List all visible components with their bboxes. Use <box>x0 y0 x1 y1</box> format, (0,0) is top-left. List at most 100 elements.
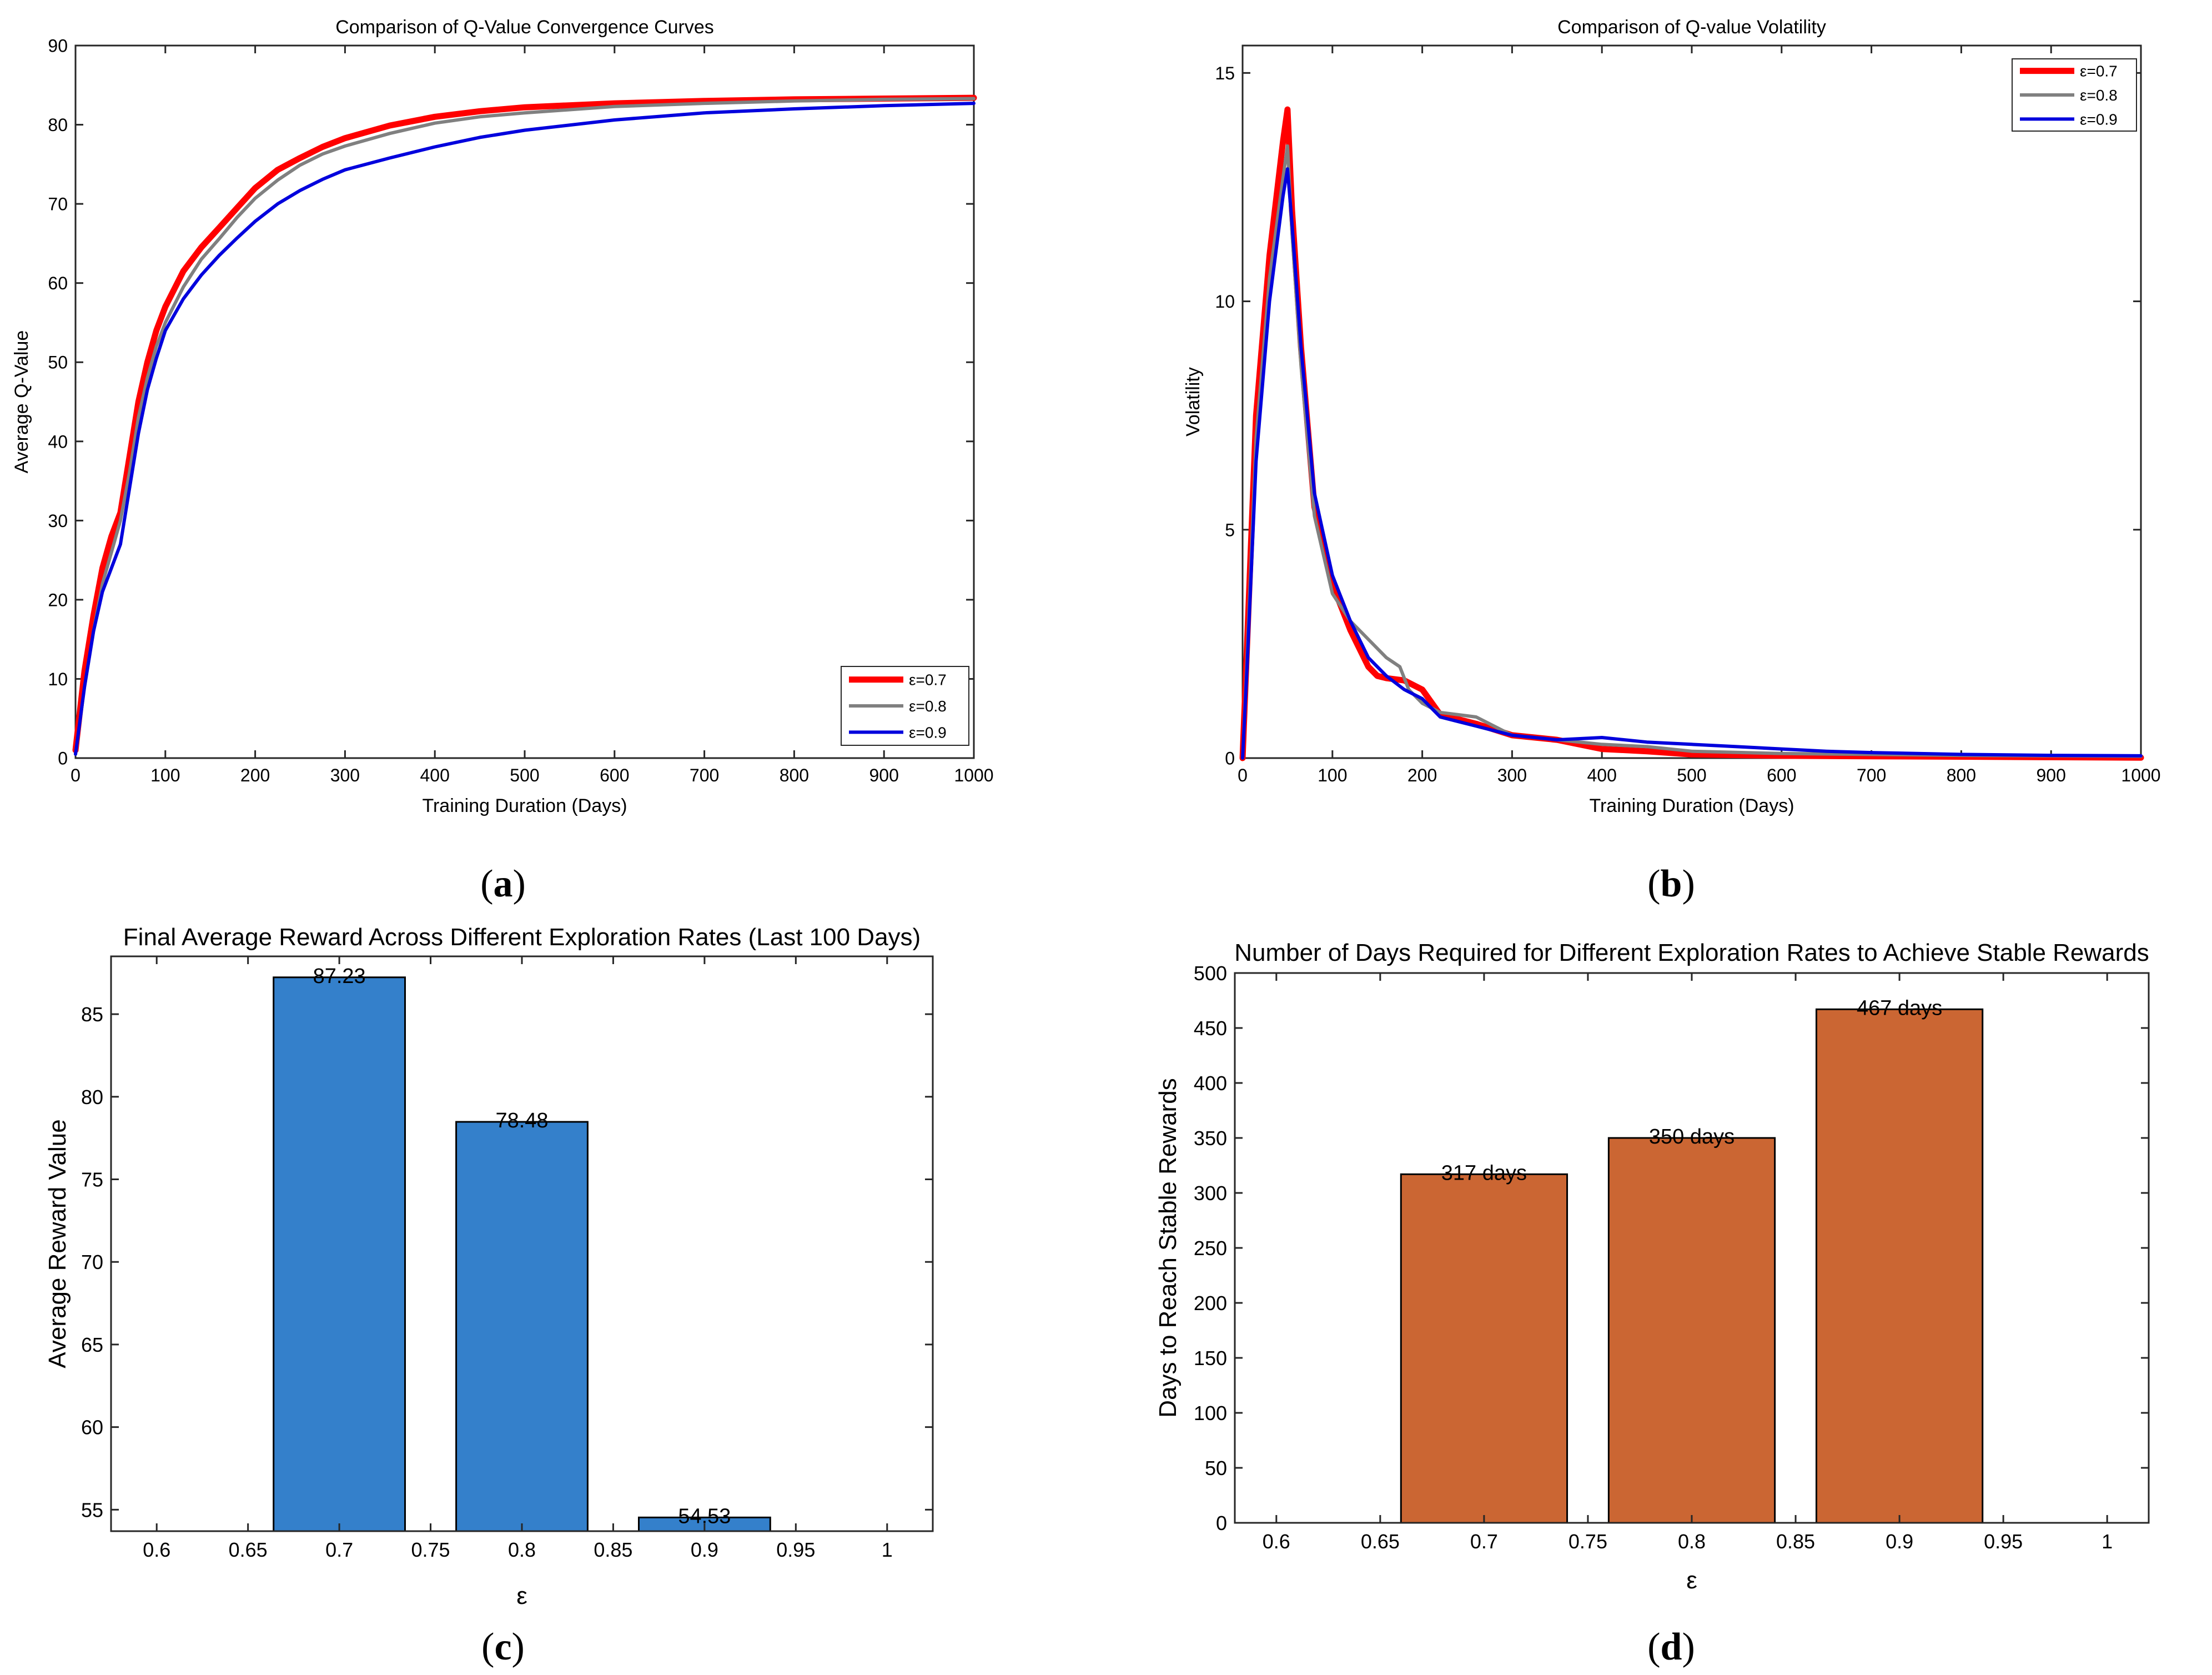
x-tick-label: 0.6 <box>1263 1530 1290 1553</box>
x-tick-label: 1 <box>882 1538 893 1561</box>
x-tick-label: 0.7 <box>325 1538 353 1561</box>
series-line-0 <box>1239 106 2144 761</box>
plot-frame <box>1241 44 2142 759</box>
x-tick-label: 1000 <box>954 765 993 785</box>
x-tick-label: 0.8 <box>508 1538 536 1561</box>
y-axis-label: Average Q-Value <box>11 330 32 474</box>
x-tick-label: 300 <box>330 765 360 785</box>
bar-data-label-0: 317 days <box>1441 1161 1527 1185</box>
chart-panel-b: 0 100 200 300 400 500 600 700 800 900 1000 0 5 10 15 Co… <box>1183 17 2161 816</box>
chart-panel-a: 0 100 200 300 400 500 600 700 800 900 1000 0 10 20 30 4… <box>11 17 994 816</box>
legend-label-1: ε=0.8 <box>909 698 947 715</box>
y-tick-label: 65 <box>81 1333 103 1356</box>
series-line-2 <box>74 102 976 756</box>
chart-title: Comparison of Q-value Volatility <box>1557 17 1826 38</box>
x-tick-label: 800 <box>780 765 809 785</box>
x-tick-label: 0 <box>71 765 81 785</box>
bar-data-label-1: 350 days <box>1649 1125 1735 1149</box>
x-axis-label: ε <box>516 1582 527 1609</box>
x-tick-label: 0.9 <box>1886 1530 1913 1553</box>
caption-a: (a) <box>480 862 526 905</box>
chart-title: Number of Days Required for Different Ex… <box>1234 939 2149 966</box>
y-tick-label: 100 <box>1194 1402 1227 1425</box>
series-line-1 <box>74 97 976 756</box>
x-tick-label: 1000 <box>2121 765 2160 785</box>
x-tick-label: 0.95 <box>776 1538 815 1561</box>
x-tick-label: 0.9 <box>691 1538 718 1561</box>
y-tick-label: 50 <box>48 353 68 373</box>
caption-c: (c) <box>481 1626 525 1668</box>
y-tick-label: 350 <box>1194 1127 1227 1150</box>
x-tick-label: 0.65 <box>229 1538 268 1561</box>
bar-data-label-1: 78.48 <box>495 1109 548 1132</box>
legend-label-2: ε=0.9 <box>2080 111 2118 128</box>
bar-data-label-0: 87.23 <box>313 965 366 988</box>
y-tick-label: 80 <box>48 115 68 135</box>
y-tick-label: 75 <box>81 1168 103 1191</box>
x-tick-label: 400 <box>1587 765 1617 785</box>
x-tick-label: 700 <box>690 765 719 785</box>
y-tick-label: 40 <box>48 432 68 452</box>
y-tick-label: 70 <box>48 194 68 214</box>
x-tick-label: 0.75 <box>411 1538 450 1561</box>
x-tick-label: 800 <box>1947 765 1976 785</box>
bar-1 <box>455 1121 589 1532</box>
x-axis-label: ε <box>1686 1567 1697 1594</box>
legend: ε=0.7 ε=0.8 ε=0.9 <box>2012 58 2137 132</box>
y-tick-label: 450 <box>1194 1017 1227 1040</box>
x-tick-label: 0.6 <box>143 1538 170 1561</box>
bar-data-label-2: 54.53 <box>678 1505 731 1528</box>
y-tick-label: 20 <box>48 590 68 610</box>
y-tick-label: 50 <box>1205 1457 1227 1480</box>
x-tick-label: 0.8 <box>1678 1530 1706 1553</box>
x-tick-label: 200 <box>240 765 270 785</box>
series-line-0 <box>72 94 977 754</box>
y-tick-label: 15 <box>1215 63 1235 83</box>
y-tick-label: 85 <box>81 1003 103 1026</box>
bar-0 <box>273 976 406 1532</box>
y-axis-label: Days to Reach Stable Rewards <box>1154 1078 1182 1417</box>
y-tick-label: 500 <box>1194 962 1227 985</box>
y-tick-label: 150 <box>1194 1347 1227 1370</box>
x-tick-label: 300 <box>1497 765 1527 785</box>
y-tick-label: 300 <box>1194 1182 1227 1205</box>
series-line-2 <box>1241 167 2143 760</box>
chart-panel-d: 0.6 0.65 0.7 0.75 0.8 0.85 0.9 0.95 1 0 50 100 150 20… <box>1154 939 2150 1594</box>
chart-title: Comparison of Q-Value Convergence Curves <box>335 17 714 38</box>
y-tick-label: 0 <box>58 749 68 769</box>
chart-panel-c: 0.6 0.65 0.7 0.75 0.8 0.85 0.9 0.95 1 55 60 65 70 75 8… <box>44 924 934 1609</box>
x-tick-label: 500 <box>1677 765 1706 785</box>
bar-data-label-2: 467 days <box>1857 996 1942 1020</box>
y-tick-label: 10 <box>1215 292 1235 312</box>
caption-b: (b) <box>1647 862 1695 905</box>
x-tick-label: 100 <box>150 765 180 785</box>
x-tick-label: 600 <box>1767 765 1796 785</box>
caption-d: (d) <box>1647 1626 1695 1668</box>
x-tick-label: 600 <box>600 765 629 785</box>
x-tick-label: 200 <box>1407 765 1437 785</box>
legend-label-2: ε=0.9 <box>909 724 947 741</box>
x-tick-label: 400 <box>420 765 450 785</box>
x-tick-label: 100 <box>1318 765 1347 785</box>
y-tick-label: 70 <box>81 1251 103 1273</box>
y-tick-label: 30 <box>48 511 68 531</box>
x-tick-label: 900 <box>2037 765 2066 785</box>
chart-title: Final Average Reward Across Different Ex… <box>123 924 921 951</box>
x-tick-label: 900 <box>869 765 899 785</box>
plot-frame <box>74 44 975 759</box>
x-tick-label: 1 <box>2102 1530 2113 1553</box>
y-tick-label: 80 <box>81 1086 103 1109</box>
y-tick-label: 400 <box>1194 1072 1227 1095</box>
x-axis-label: Training Duration (Days) <box>422 795 627 816</box>
x-tick-label: 0.65 <box>1361 1530 1400 1553</box>
y-tick-label: 250 <box>1194 1237 1227 1260</box>
x-tick-label: 0.7 <box>1470 1530 1498 1553</box>
legend: ε=0.7 ε=0.8 ε=0.9 <box>841 666 969 746</box>
y-axis-label: Volatility <box>1183 367 1204 437</box>
x-tick-label: 0.75 <box>1568 1530 1607 1553</box>
y-tick-label: 55 <box>81 1498 103 1521</box>
legend-label-0: ε=0.7 <box>909 671 947 689</box>
legend-label-0: ε=0.7 <box>2080 63 2118 80</box>
y-tick-label: 5 <box>1225 520 1235 540</box>
y-tick-label: 90 <box>48 36 68 56</box>
